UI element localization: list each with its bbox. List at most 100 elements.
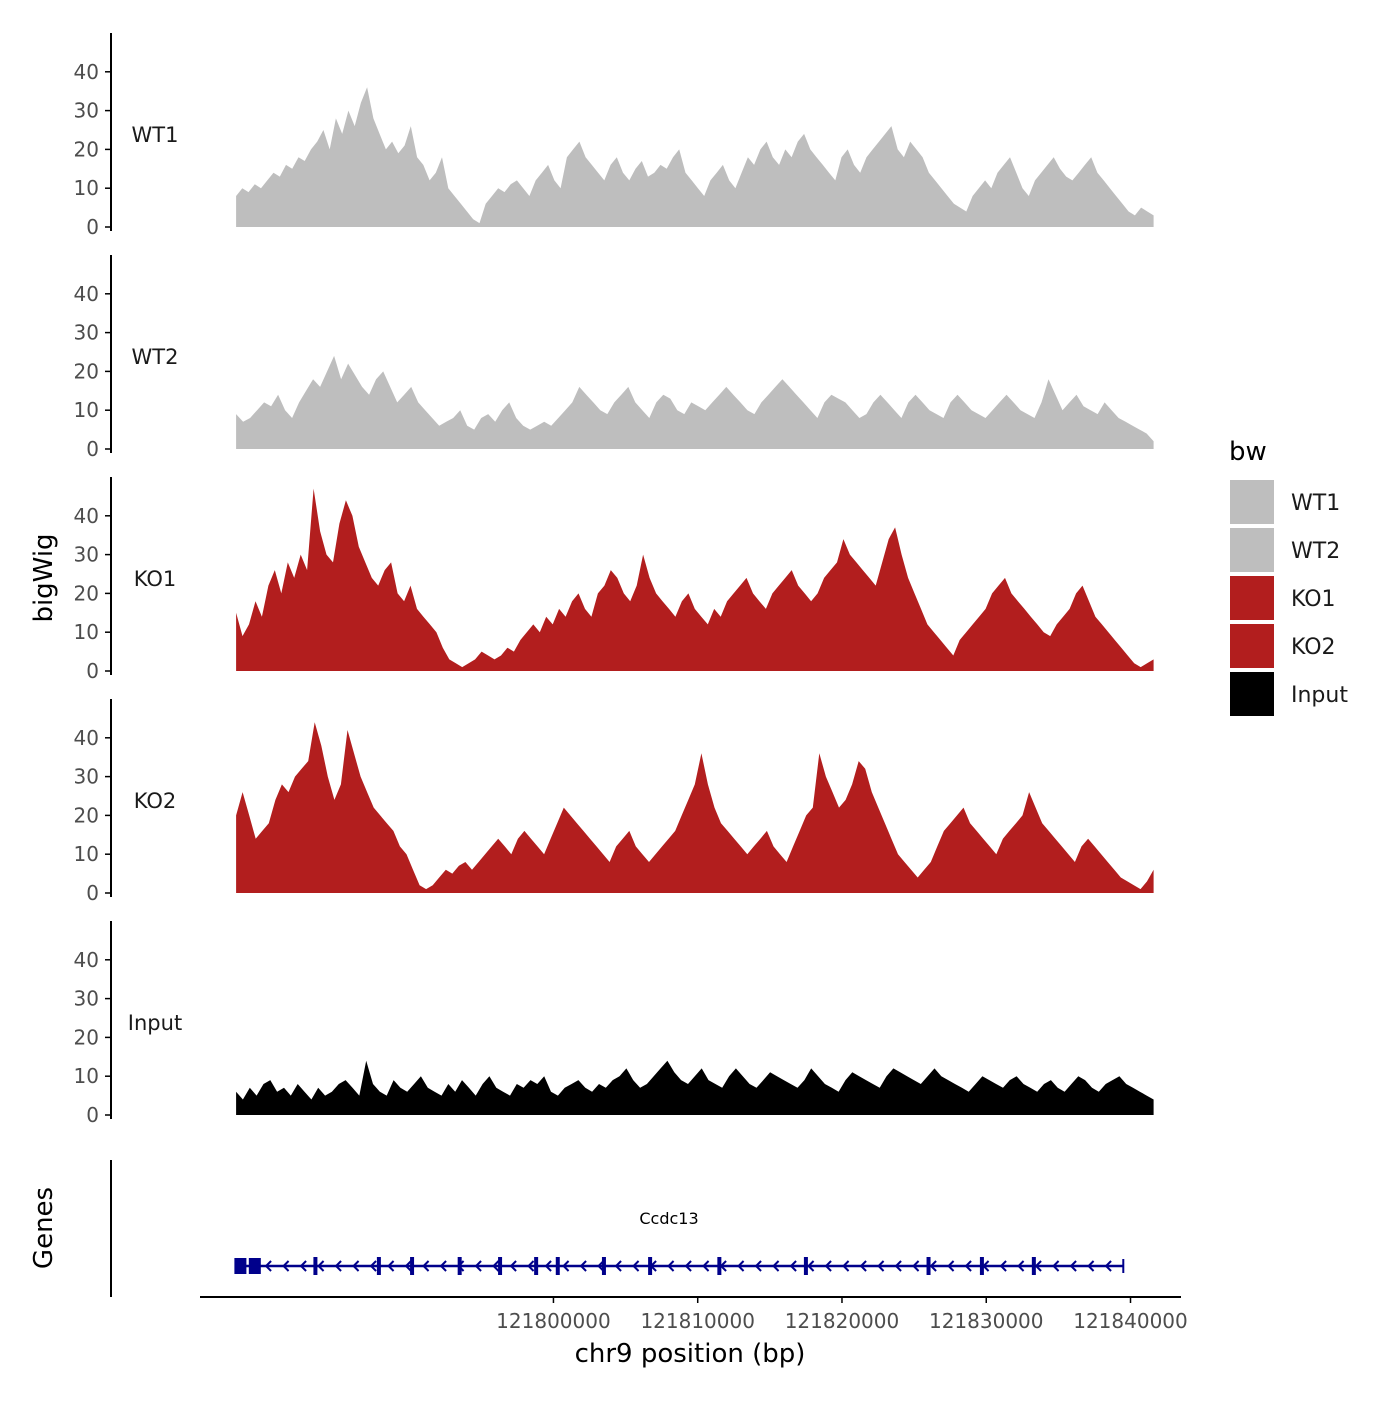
gene-exon [410, 1257, 415, 1275]
y-axis-title-genes: Genes [29, 1187, 59, 1269]
gene-exon [803, 1257, 808, 1275]
gene-exon [376, 1257, 381, 1275]
strand-arrow [352, 1260, 360, 1272]
y-tick-label: 40 [74, 60, 99, 84]
strand-arrow [702, 1260, 710, 1272]
strand-arrow [824, 1260, 832, 1272]
coverage-area-wt1 [236, 87, 1154, 227]
y-tick-label: 10 [74, 176, 99, 200]
strand-arrow [964, 1260, 972, 1272]
y-tick-label: 30 [74, 543, 99, 567]
legend-label-wt2: WT2 [1291, 539, 1340, 564]
gene-exon [457, 1257, 462, 1275]
y-tick-label: 10 [74, 620, 99, 644]
y-tick-label: 20 [74, 803, 99, 827]
legend-label-input: Input [1291, 683, 1348, 708]
strand-arrow [404, 1260, 412, 1272]
y-tick-label: 40 [74, 726, 99, 750]
strand-arrow [317, 1260, 325, 1272]
coverage-area-wt2 [236, 355, 1154, 449]
x-tick-label: 121800000 [496, 1309, 611, 1333]
strand-arrow [1104, 1260, 1112, 1272]
strand-arrow [492, 1260, 500, 1272]
strand-arrow [754, 1260, 762, 1272]
strand-arrow [859, 1260, 867, 1272]
x-tick-label: 121840000 [1073, 1309, 1188, 1333]
y-tick-label: 40 [74, 948, 99, 972]
legend-swatch-wt2 [1230, 528, 1274, 572]
strand-arrow [509, 1260, 517, 1272]
y-tick-label: 20 [74, 581, 99, 605]
y-tick-label: 30 [74, 987, 99, 1011]
gene-exon [926, 1257, 931, 1275]
strand-arrow [877, 1260, 885, 1272]
strand-arrow [562, 1260, 570, 1272]
strand-arrow [299, 1260, 307, 1272]
y-tick-label: 30 [74, 321, 99, 345]
y-tick-label: 0 [86, 437, 99, 461]
y-tick-label: 20 [74, 137, 99, 161]
y-axis-title-bigwig: bigWig [29, 533, 59, 622]
coverage-area-input [236, 1060, 1154, 1115]
strand-arrow [579, 1260, 587, 1272]
y-tick-label: 0 [86, 659, 99, 683]
strand-arrow [912, 1260, 920, 1272]
legend-label-wt1: WT1 [1291, 491, 1340, 516]
gene-exon [498, 1257, 503, 1275]
track-label-input: Input [128, 1011, 182, 1035]
strand-arrow [667, 1260, 675, 1272]
x-tick-label: 121830000 [929, 1309, 1044, 1333]
strand-arrow [807, 1260, 815, 1272]
track-label-ko2: KO2 [134, 789, 177, 813]
legend-title: bw [1229, 437, 1267, 467]
strand-arrow [1087, 1260, 1095, 1272]
strand-arrow [597, 1260, 605, 1272]
coverage-area-ko1 [236, 488, 1154, 671]
gene-exon [234, 1258, 247, 1274]
strand-arrow [474, 1260, 482, 1272]
gene-exon [717, 1257, 722, 1275]
strand-arrow [387, 1260, 395, 1272]
gene-exon [601, 1257, 606, 1275]
strand-arrow [1052, 1260, 1060, 1272]
gene-exon [648, 1257, 653, 1275]
strand-arrow [929, 1260, 937, 1272]
x-tick-label: 121820000 [785, 1309, 900, 1333]
track-label-wt1: WT1 [132, 123, 179, 147]
legend-swatch-ko1 [1230, 576, 1274, 620]
strand-arrow [894, 1260, 902, 1272]
strand-arrow [999, 1260, 1007, 1272]
y-tick-label: 0 [86, 881, 99, 905]
strand-arrow [1069, 1260, 1077, 1272]
gene-exon [555, 1257, 560, 1275]
y-tick-label: 20 [74, 359, 99, 383]
strand-arrow [439, 1260, 447, 1272]
strand-arrow [737, 1260, 745, 1272]
track-label-ko1: KO1 [134, 567, 177, 591]
gene-exon [313, 1257, 318, 1275]
strand-arrow [422, 1260, 430, 1272]
gene-exon [534, 1257, 539, 1275]
gene-exon [1031, 1257, 1036, 1275]
strand-arrow [614, 1260, 622, 1272]
strand-arrow [1017, 1260, 1025, 1272]
strand-arrow [842, 1260, 850, 1272]
legend-swatch-input [1230, 672, 1274, 716]
strand-arrow [334, 1260, 342, 1272]
strand-arrow [544, 1260, 552, 1272]
y-tick-label: 40 [74, 282, 99, 306]
strand-arrow [789, 1260, 797, 1272]
strand-arrow [772, 1260, 780, 1272]
x-axis-title: chr9 position (bp) [575, 1339, 806, 1369]
y-tick-label: 0 [86, 215, 99, 239]
y-tick-label: 30 [74, 765, 99, 789]
y-tick-label: 10 [74, 398, 99, 422]
strand-arrow [684, 1260, 692, 1272]
strand-arrow [1034, 1260, 1042, 1272]
y-tick-label: 30 [74, 99, 99, 123]
legend-label-ko1: KO1 [1291, 587, 1336, 612]
strand-arrow [369, 1260, 377, 1272]
strand-arrow [632, 1260, 640, 1272]
